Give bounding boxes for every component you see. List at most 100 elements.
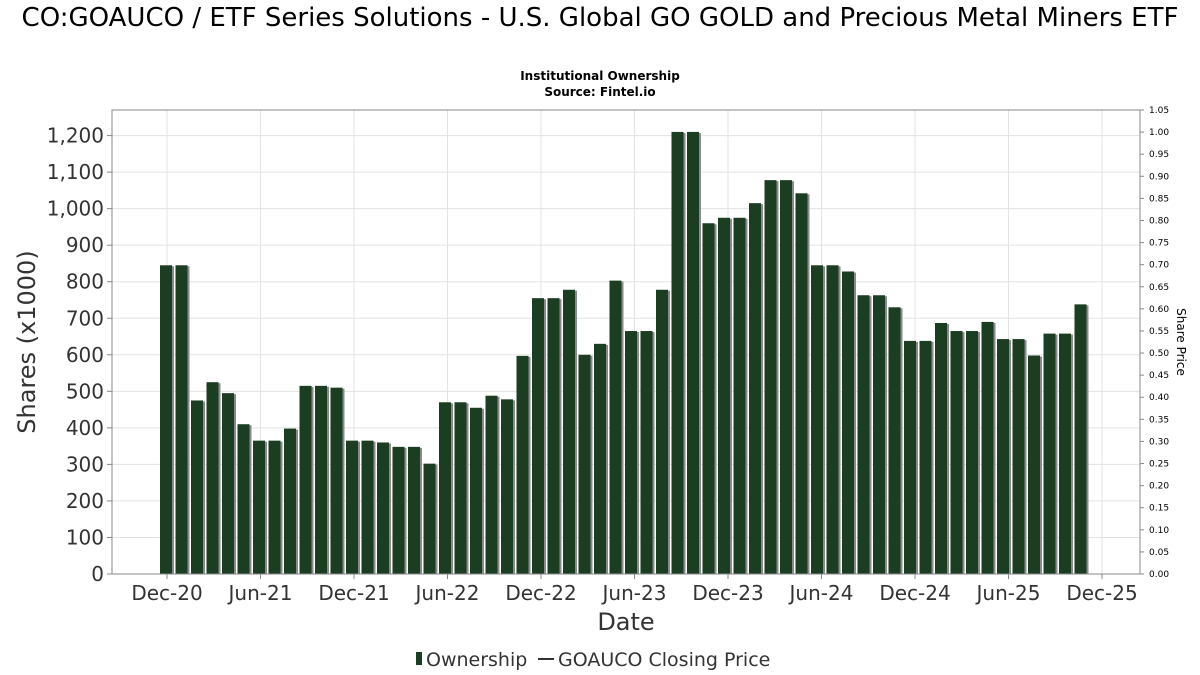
ownership-bar	[206, 382, 219, 574]
ownership-bar	[950, 331, 963, 574]
ownership-bar	[1012, 339, 1025, 574]
ownership-bar	[1028, 355, 1040, 574]
ownership-bar	[1059, 333, 1071, 574]
ownership-bar	[470, 407, 482, 574]
y-tick-label: 100	[66, 525, 104, 549]
y2-tick-label: 0.15	[1149, 504, 1169, 514]
legend-price-label: GOAUCO Closing Price	[558, 649, 770, 671]
y2-tick-label: 0.85	[1149, 194, 1169, 204]
y2-tick-label: 0.90	[1149, 172, 1169, 182]
x-tick-label: Jun-22	[414, 581, 480, 605]
ownership-bar	[733, 217, 746, 574]
ownership-bar	[516, 355, 529, 574]
ownership-bar	[501, 399, 513, 574]
ownership-bar	[640, 331, 653, 574]
ownership-bar	[1043, 333, 1056, 574]
subtitle-ownership: Institutional Ownership	[520, 69, 680, 83]
ownership-bar	[749, 203, 761, 575]
subtitle-source: Source: Fintel.io	[544, 85, 656, 99]
ownership-bar	[392, 446, 405, 574]
ownership-bar	[222, 393, 234, 574]
y-axis-right: 0.00 0.05 0.10 0.15 0.20 0.25 0.30 0.35 0.40 0.45…	[1140, 106, 1169, 580]
ownership-bar	[485, 395, 498, 574]
ownership-bar	[346, 440, 358, 574]
y2-tick-label: 0.05	[1149, 548, 1169, 558]
y-axis-left: 0 100 200 300 400 500 600 700 800 900 1,000 1,100 1,…	[47, 124, 112, 586]
ownership-bar	[439, 402, 451, 574]
y2-tick-label: 0.45	[1149, 371, 1169, 381]
y-tick-label: 200	[66, 489, 104, 513]
ownership-bar	[578, 354, 591, 574]
ownership-bar	[315, 385, 327, 574]
y2-tick-label: 0.75	[1149, 239, 1169, 249]
ownership-bar	[656, 289, 668, 574]
x-tick-label: Dec-20	[131, 581, 202, 605]
y-tick-label: 900	[66, 233, 104, 257]
y2-tick-label: 0.40	[1149, 393, 1169, 403]
y2-tick-label: 0.70	[1149, 261, 1169, 271]
bars-layer	[160, 131, 1089, 575]
ownership-bar	[718, 217, 730, 574]
ownership-bar	[253, 440, 265, 574]
legend-ownership-swatch	[416, 652, 422, 665]
ownership-bar	[532, 298, 544, 574]
ownership-bar	[671, 131, 684, 574]
y2-tick-label: 0.65	[1149, 283, 1169, 293]
x-tick-label: Jun-24	[788, 581, 854, 605]
ownership-bar	[702, 223, 715, 575]
y-tick-label: 500	[66, 379, 104, 403]
ownership-bar	[547, 298, 560, 574]
ownership-bar	[764, 180, 777, 575]
y-tick-label: 600	[66, 343, 104, 367]
ownership-bar	[160, 265, 172, 574]
y-tick-label: 300	[66, 452, 104, 476]
y2-tick-label: 0.20	[1149, 482, 1169, 492]
x-tick-label: Dec-23	[692, 581, 763, 605]
y2-tick-label: 0.60	[1149, 305, 1169, 315]
y2-tick-label: 1.00	[1149, 128, 1169, 138]
y2-tick-label: 0.95	[1149, 150, 1169, 160]
ownership-bar	[299, 385, 312, 574]
ownership-bar	[888, 307, 901, 574]
ownership-bar	[175, 265, 188, 574]
y-tick-label: 800	[66, 270, 104, 294]
ownership-bar	[826, 265, 839, 574]
y2-axis-label: Share Price	[1174, 308, 1188, 376]
y-axis-label: Shares (x1000)	[13, 250, 41, 433]
x-tick-label: Dec-22	[505, 581, 576, 605]
x-tick-label: Dec-21	[318, 581, 389, 605]
ownership-bar	[377, 442, 389, 574]
ownership-bar	[935, 323, 947, 574]
ownership-bar	[1074, 304, 1087, 574]
ownership-bar	[237, 424, 250, 574]
ownership-bar	[191, 400, 203, 574]
y2-tick-label: 0.00	[1149, 570, 1169, 580]
y-tick-label: 0	[91, 562, 104, 586]
ownership-bar	[408, 446, 420, 574]
y2-tick-label: 0.25	[1149, 460, 1169, 470]
y2-tick-label: 0.10	[1149, 526, 1169, 536]
y-tick-label: 1,200	[47, 124, 104, 148]
y2-tick-label: 0.55	[1149, 327, 1169, 337]
x-tick-label: Jun-25	[975, 581, 1041, 605]
ownership-bar	[609, 280, 622, 574]
ownership-bar	[361, 440, 374, 574]
ownership-bar	[454, 402, 467, 574]
y-tick-label: 1,000	[47, 197, 104, 221]
ownership-bar	[981, 321, 994, 574]
ownership-bar	[857, 295, 870, 574]
y2-tick-label: 0.50	[1149, 349, 1169, 359]
ownership-bar	[811, 265, 823, 574]
x-tick-label: Jun-23	[601, 581, 667, 605]
y-tick-label: 400	[66, 416, 104, 440]
y-tick-label: 1,100	[47, 160, 104, 184]
x-axis: Dec-20 Jun-21 Dec-21 Jun-22 Dec-22 Jun-23 Dec-…	[131, 574, 1138, 605]
ownership-bar	[268, 440, 281, 574]
legend-ownership-label: Ownership	[426, 649, 527, 671]
y2-tick-label: 0.35	[1149, 415, 1169, 425]
y2-tick-label: 0.30	[1149, 437, 1169, 447]
ownership-bar	[423, 463, 436, 574]
x-axis-label: Date	[597, 608, 654, 636]
x-tick-label: Dec-24	[879, 581, 950, 605]
ownership-bar	[330, 387, 343, 574]
